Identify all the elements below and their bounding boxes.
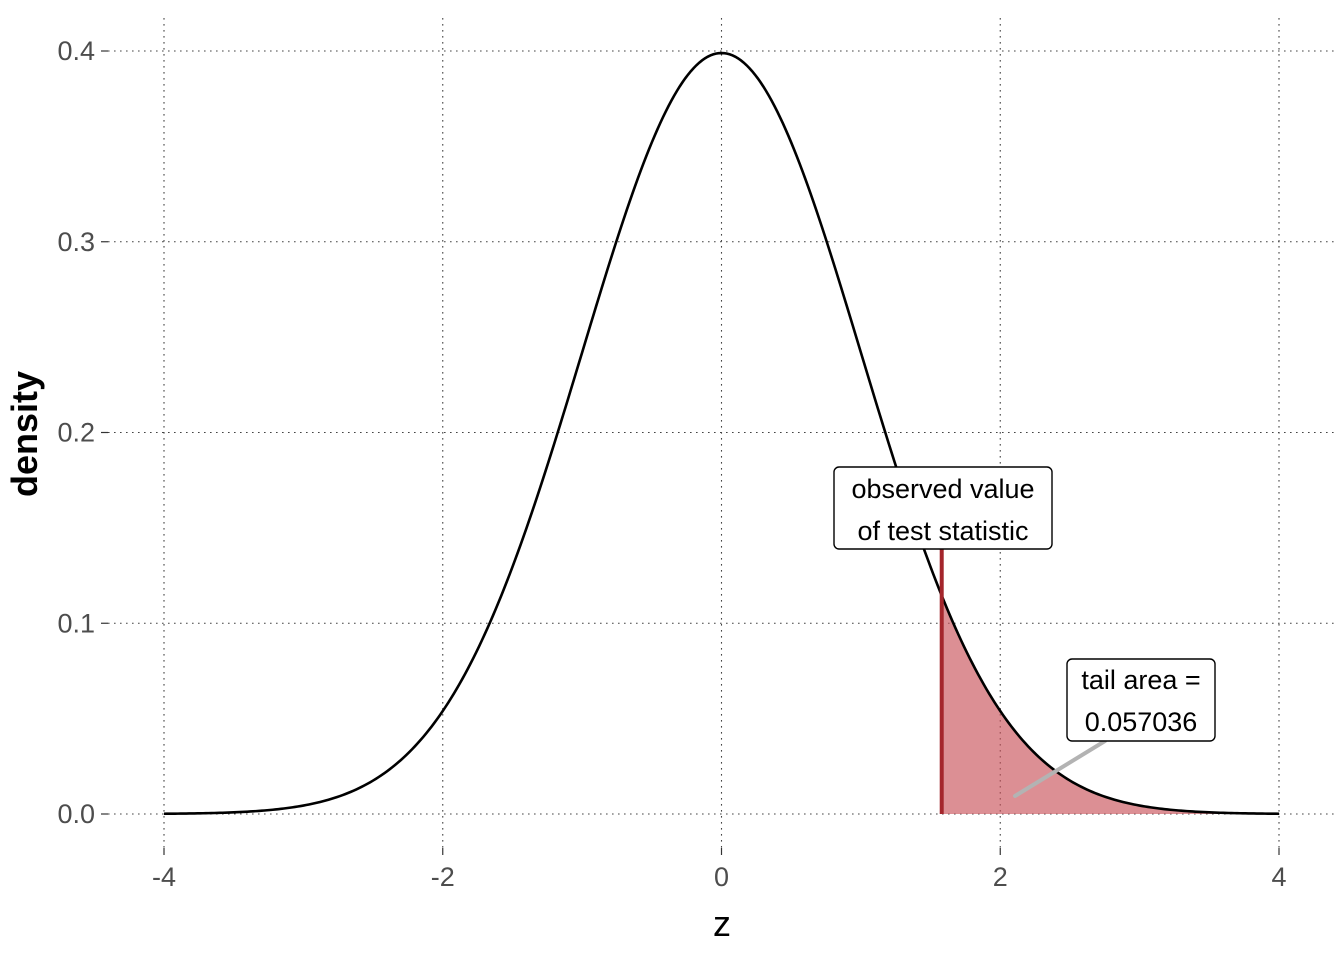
x-tick-label: 4 xyxy=(1271,862,1286,892)
x-axis-title: z xyxy=(713,903,731,944)
y-tick-label: 0.0 xyxy=(57,799,95,829)
x-tick-label: 0 xyxy=(714,862,729,892)
observed-annotation-line-1: observed value xyxy=(851,474,1034,504)
tail-area-fill xyxy=(941,595,1279,814)
x-tick-label: 2 xyxy=(993,862,1008,892)
y-tick-label: 0.1 xyxy=(57,608,95,638)
y-tick-label: 0.2 xyxy=(57,418,95,448)
density-curve xyxy=(163,51,1280,816)
tail-annotation: tail area = 0.057036 xyxy=(1066,658,1216,742)
grid-layer xyxy=(108,18,1334,848)
y-tick-label: 0.3 xyxy=(57,227,95,257)
x-tick-label: -2 xyxy=(431,862,455,892)
observed-annotation-line-2: of test statistic xyxy=(857,516,1028,546)
tail-area-leader-line xyxy=(1013,739,1107,798)
y-tick-label: 0.4 xyxy=(57,36,95,66)
tail-annotation-box xyxy=(1066,658,1216,742)
tail-annotation-line-2: 0.057036 xyxy=(1085,707,1198,737)
x-tick-label: -4 xyxy=(152,862,176,892)
tick-layer: -4 -2 0 2 4 0.0 0.1 0.2 0.3 0.4 xyxy=(57,36,1286,892)
y-axis-title: density xyxy=(4,371,45,497)
tail-annotation-line-1: tail area = xyxy=(1081,665,1200,695)
observed-annotation: observed value of test statistic xyxy=(833,466,1053,550)
observed-annotation-box xyxy=(833,466,1053,550)
